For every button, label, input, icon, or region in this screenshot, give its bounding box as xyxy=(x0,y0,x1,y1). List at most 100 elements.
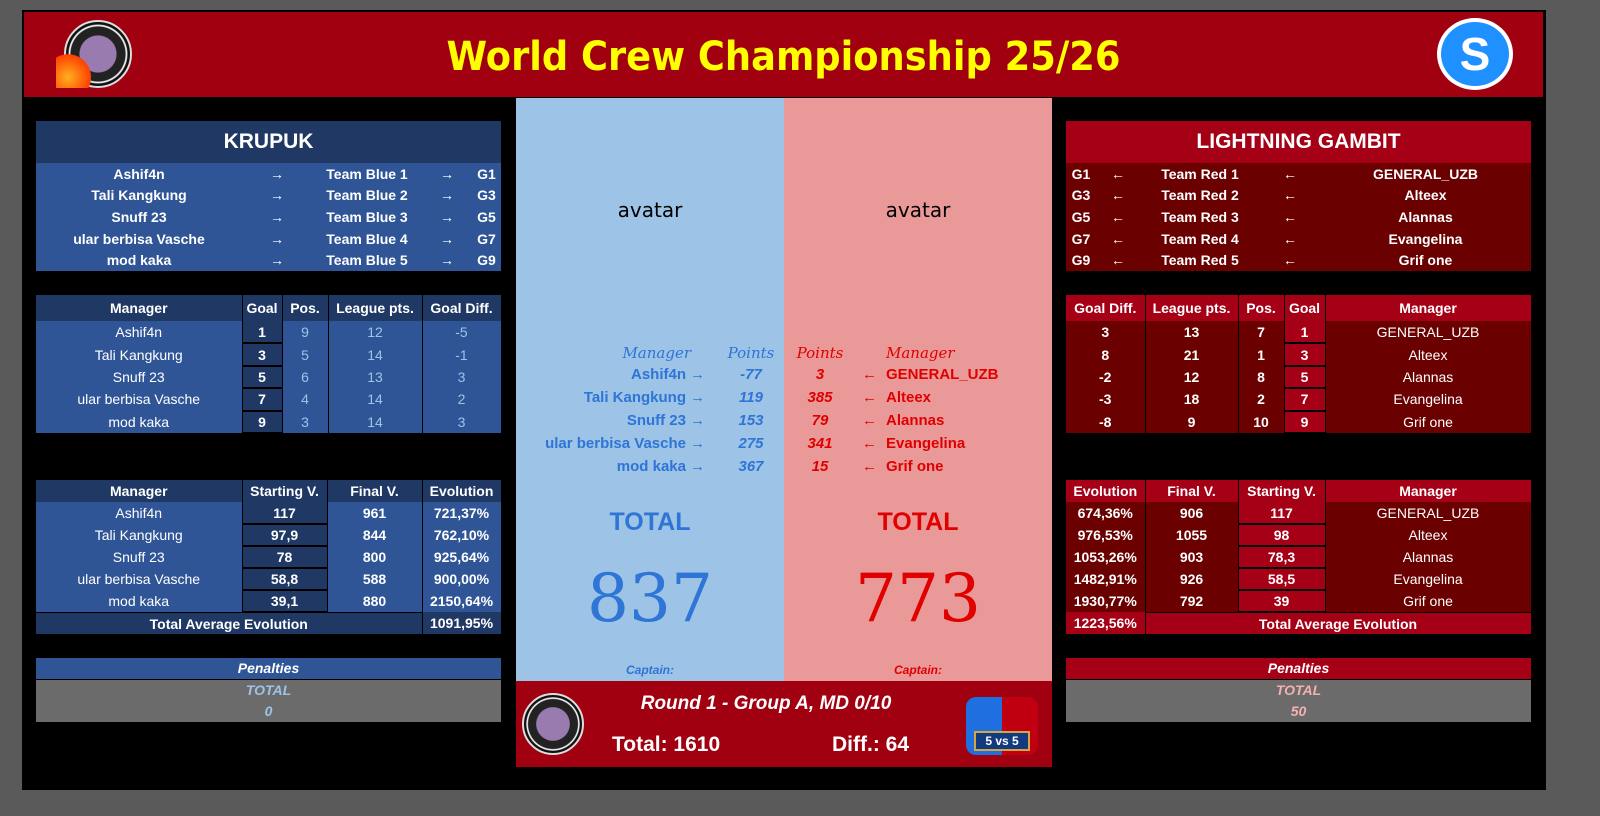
column-header: Goal xyxy=(1284,295,1326,321)
table-cell: 9 xyxy=(1284,410,1326,434)
table-cell: 12 xyxy=(1145,365,1239,389)
table-row: 1930,77% 792 39 Grif one xyxy=(1066,590,1532,613)
points-row: 15 ← Grif one xyxy=(784,458,1052,481)
table-cell: 1053,26% xyxy=(1066,546,1146,568)
blue-points-header: Points xyxy=(727,344,775,362)
lineup-goal: G3 xyxy=(1071,187,1091,204)
header-bar: World Crew Championship 25/26 xyxy=(24,12,1543,97)
lineup-goal: G1 xyxy=(477,165,496,182)
match-summary: Round 1 - Group A, MD 0/10 Total: 1610 D… xyxy=(516,681,1052,767)
table-cell: 14 xyxy=(328,343,423,366)
points-value: 275 xyxy=(738,435,764,452)
points-manager: Grif one xyxy=(886,458,944,475)
page-title: World Crew Championship 25/26 xyxy=(446,34,1121,80)
table-row: 1482,91% 926 58,5 Evangelina xyxy=(1066,568,1532,591)
points-manager: Snuff 23 xyxy=(626,412,686,429)
lineup-goal: G3 xyxy=(477,187,496,204)
lineup-row: Tali Kangkung → Team Blue 2 → G3 xyxy=(36,185,501,207)
table-row: 8 21 1 3 Alteex xyxy=(1066,343,1532,367)
points-value: 3 xyxy=(815,366,825,383)
table-cell: 8 xyxy=(1066,343,1146,366)
points-manager: Alannas xyxy=(886,412,945,429)
table-cell: mod kaka xyxy=(36,410,243,433)
lineup-row: G7 ← Team Red 4 ← Evangelina xyxy=(1066,228,1531,250)
lineup-arrow2: ← xyxy=(1283,208,1297,225)
table-cell: 3 xyxy=(1284,343,1326,367)
table-cell: Tali Kangkung xyxy=(36,524,243,546)
lineup-arrow: ← xyxy=(1111,230,1125,247)
blue-avatar: avatar xyxy=(617,198,683,222)
blue-captain: Captain: xyxy=(626,663,674,677)
badge-5vs5: 5 vs 5 xyxy=(974,731,1030,751)
points-manager: Alteex xyxy=(886,389,932,406)
table-row: Ashif4n 1 9 12 -5 xyxy=(36,321,502,345)
blue-penalties-total-label: TOTAL xyxy=(36,680,501,702)
table-cell: Tali Kangkung xyxy=(36,343,243,366)
points-row: 3 ← GENERAL_UZB xyxy=(784,366,1052,389)
lineup-row: G3 ← Team Red 2 ← Alteex xyxy=(1066,185,1531,207)
column-header: Goal xyxy=(242,295,283,321)
table-cell: 58,5 xyxy=(1238,568,1326,591)
lineup-manager: Ashif4n xyxy=(113,165,165,182)
total-average-evolution-value: 1091,95% xyxy=(422,612,502,634)
table-cell: 3 xyxy=(282,410,329,433)
table-cell: -8 xyxy=(1066,410,1146,433)
table-cell: 7 xyxy=(1238,321,1285,344)
table-cell: 3 xyxy=(1066,321,1146,344)
points-row: Ashif4n → -77 xyxy=(516,366,784,389)
blue-lineup-table: Ashif4n → Team Blue 1 → G1 Tali Kangkung → Team… xyxy=(36,163,501,271)
table-cell: 39,1 xyxy=(242,590,328,613)
lineup-arrow2: → xyxy=(440,208,454,225)
table-cell: Alannas xyxy=(1325,546,1532,568)
points-row: 341 ← Evangelina xyxy=(784,435,1052,458)
arrow-left-icon: ← xyxy=(862,389,877,406)
column-header: Starting V. xyxy=(1238,480,1326,502)
championship-logo-small xyxy=(522,693,584,755)
s-logo: S xyxy=(1437,18,1513,90)
total-average-evolution-value: 1223,56% xyxy=(1066,612,1146,634)
table-cell: 1055 xyxy=(1145,524,1239,546)
table-cell: 14 xyxy=(328,410,423,433)
arrow-left-icon: ← xyxy=(862,435,877,452)
column-header: Starting V. xyxy=(242,480,328,502)
table-cell: Grif one xyxy=(1325,590,1532,612)
lineup-team: Team Red 5 xyxy=(1161,252,1239,269)
table-cell: Alteex xyxy=(1325,343,1532,366)
table-cell: -2 xyxy=(1066,365,1146,389)
points-manager: Evangelina xyxy=(886,435,966,452)
table-cell: 1482,91% xyxy=(1066,568,1146,590)
table-cell: 78 xyxy=(242,546,328,569)
lineup-arrow: ← xyxy=(1111,187,1125,204)
table-cell: Alteex xyxy=(1325,524,1532,546)
table-cell: 903 xyxy=(1145,546,1239,568)
column-header: Goal Diff. xyxy=(1066,295,1146,321)
lineup-arrow2: ← xyxy=(1283,230,1297,247)
lineup-arrow: ← xyxy=(1111,165,1125,182)
table-cell: 900,00% xyxy=(422,568,502,590)
table-cell: Ashif4n xyxy=(36,321,243,344)
points-value: 367 xyxy=(738,458,764,475)
column-header: Goal Diff. xyxy=(422,295,502,321)
points-value: 79 xyxy=(811,412,829,429)
points-value: -77 xyxy=(740,366,762,383)
lineup-team: Team Blue 4 xyxy=(326,230,408,247)
table-cell: 1 xyxy=(1238,343,1285,366)
points-manager: GENERAL_UZB xyxy=(886,366,999,383)
table-row: -2 12 8 5 Alannas xyxy=(1066,365,1532,390)
arrow-right-icon: → xyxy=(690,435,705,452)
lineup-arrow2: ← xyxy=(1283,165,1297,182)
table-cell: 5 xyxy=(242,365,283,390)
table-cell: 4 xyxy=(282,388,329,411)
column-header: Evolution xyxy=(1066,480,1146,502)
lineup-team: Team Red 3 xyxy=(1161,208,1239,225)
table-cell: 58,8 xyxy=(242,568,328,591)
table-row: Tali Kangkung 3 5 14 -1 xyxy=(36,343,502,367)
lineup-row: Snuff 23 → Team Blue 3 → G5 xyxy=(36,206,501,228)
column-header: Manager xyxy=(1325,480,1532,502)
points-manager: Tali Kangkung xyxy=(583,389,686,406)
points-row: mod kaka → 367 xyxy=(516,458,784,481)
table-cell: 2 xyxy=(1238,388,1285,411)
table-cell: Ashif4n xyxy=(36,502,243,524)
lineup-manager: mod kaka xyxy=(106,252,172,269)
points-value: 15 xyxy=(811,458,829,475)
